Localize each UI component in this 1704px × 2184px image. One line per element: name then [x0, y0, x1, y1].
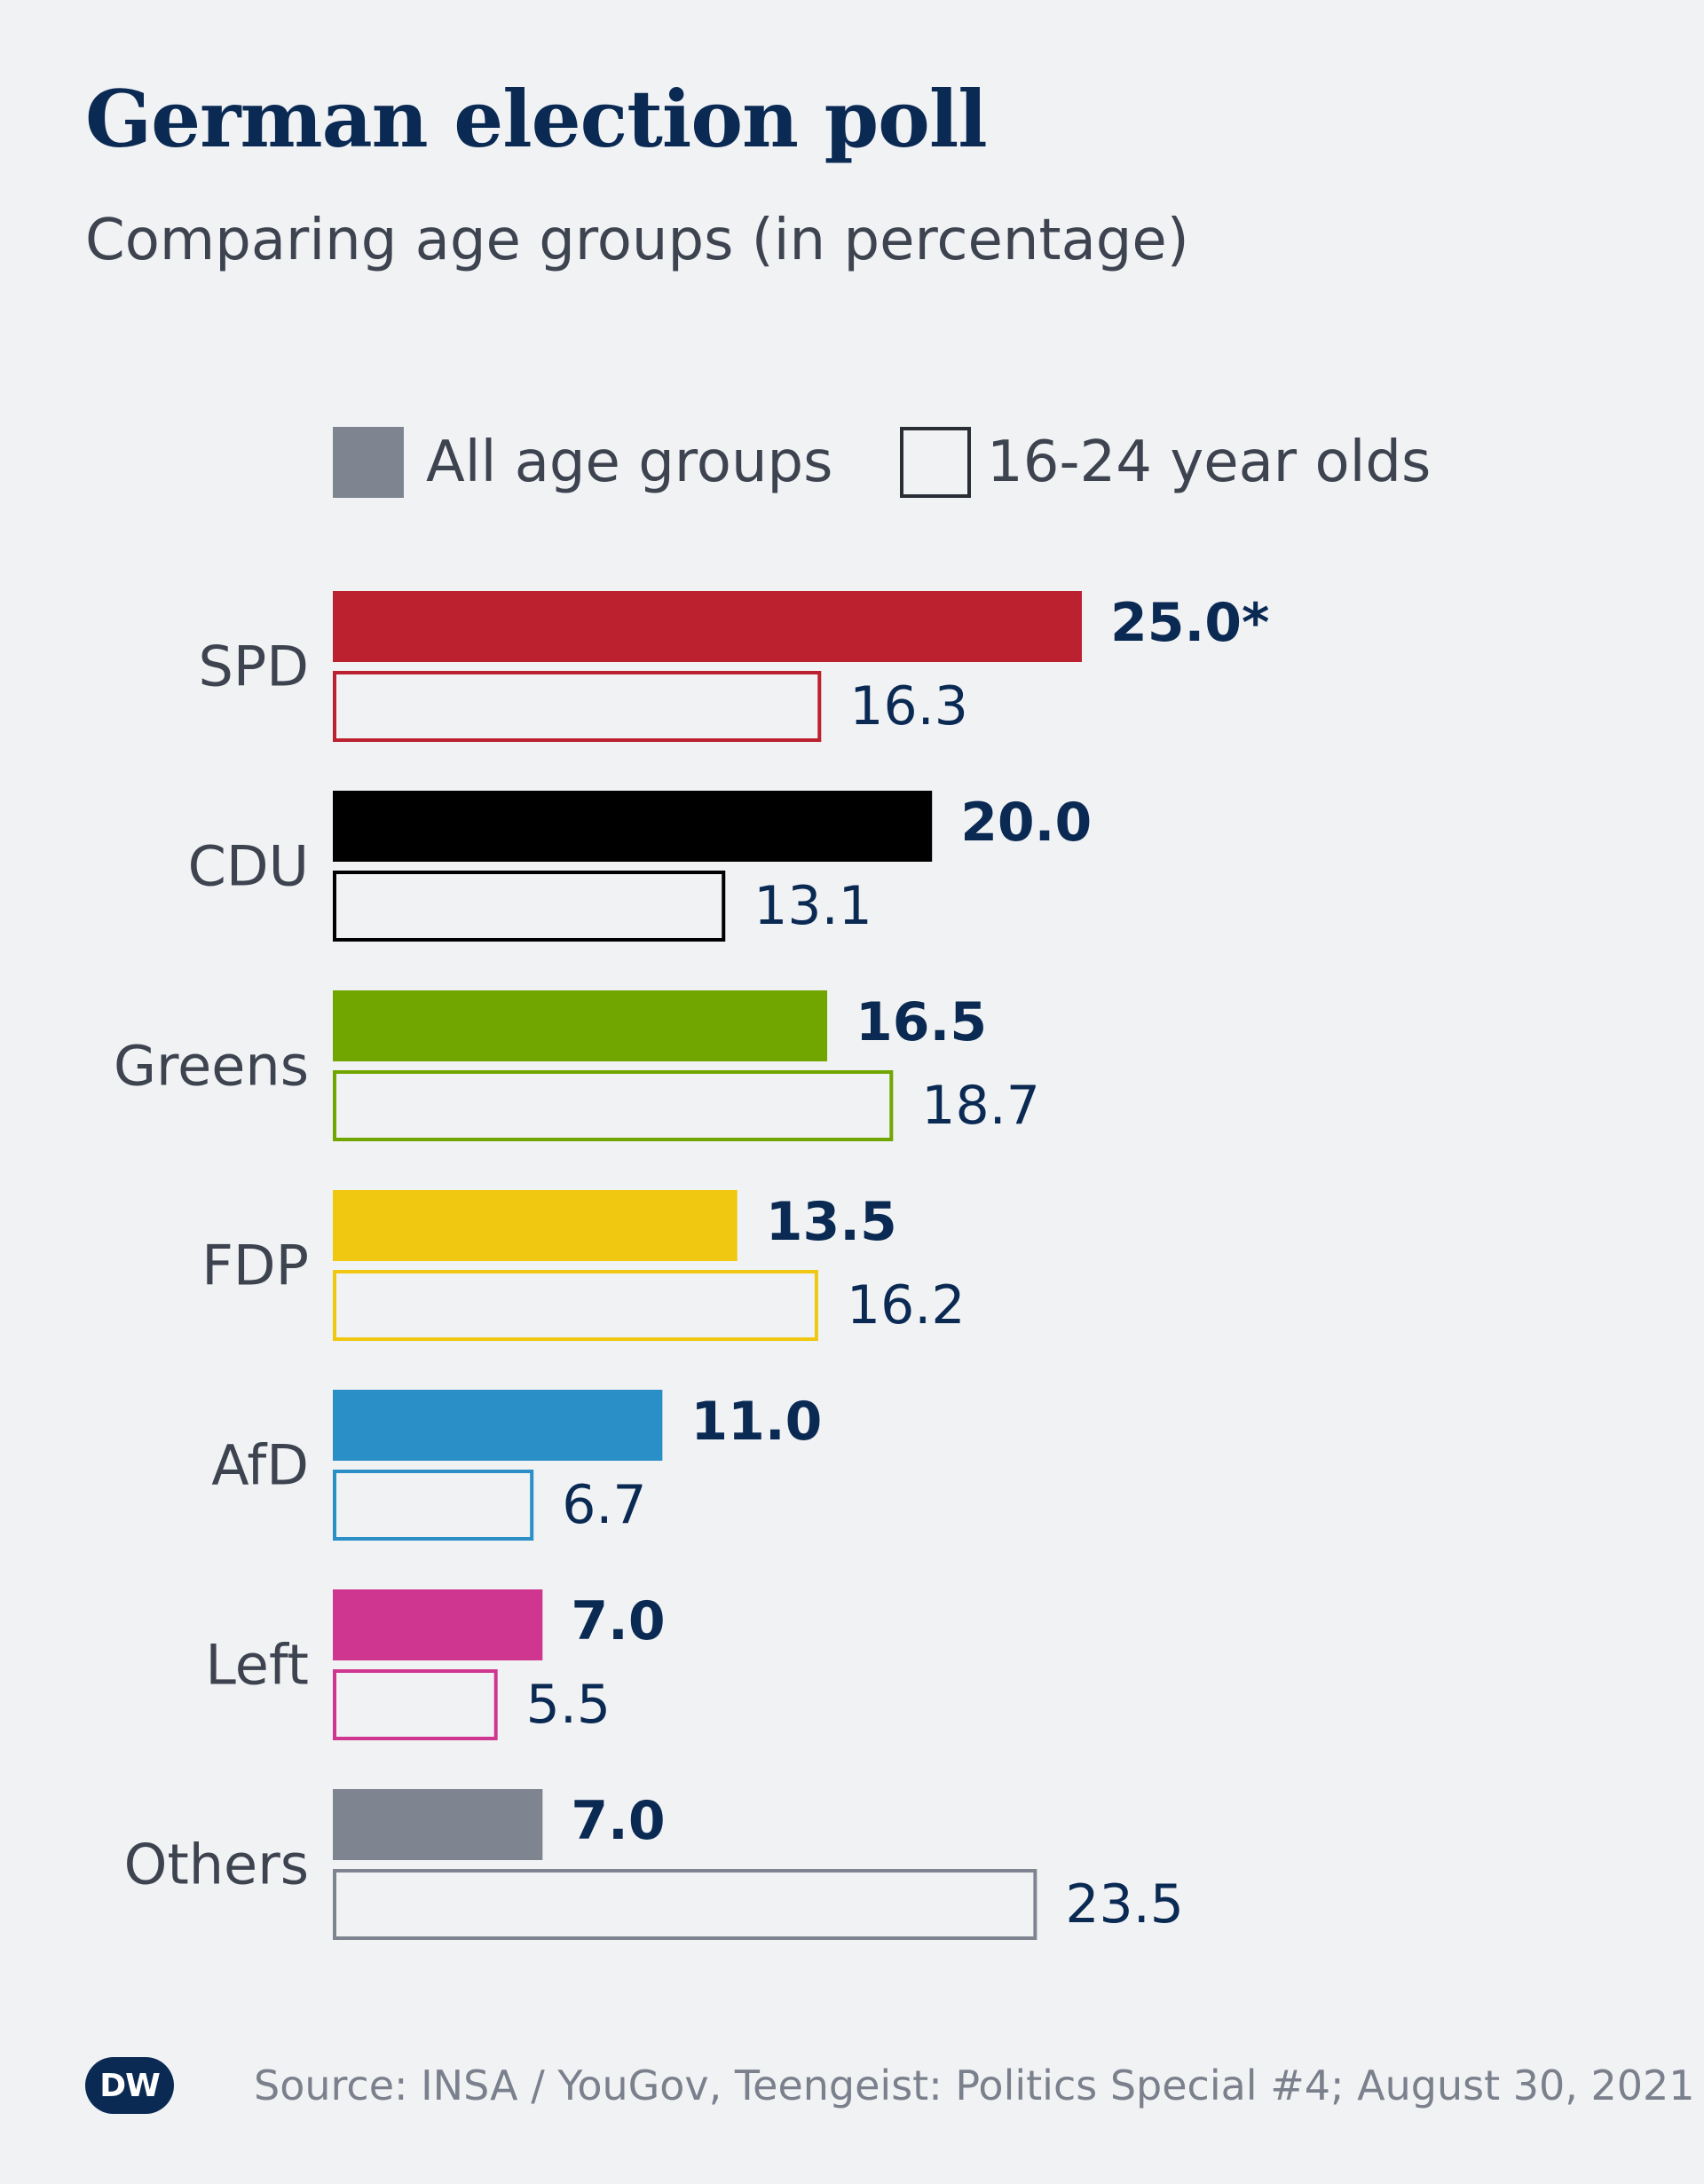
value-label-16-24-afd: 6.7	[562, 1474, 646, 1536]
bar-all-age-groups-spd	[333, 591, 1082, 662]
value-label-16-24-spd: 16.3	[849, 675, 968, 737]
value-label-all-age-groups-fdp: 13.5	[766, 1191, 897, 1253]
category-label-afd: AfD	[211, 1433, 309, 1498]
category-label-greens: Greens	[114, 1034, 309, 1099]
legend-label-all-age-groups: All age groups	[426, 430, 832, 495]
chart-subtitle: Comparing age groups (in percentage)	[85, 208, 1189, 273]
bar-all-age-groups-fdp	[333, 1190, 738, 1261]
value-label-all-age-groups-others: 7.0	[571, 1790, 665, 1852]
value-label-all-age-groups-greens: 16.5	[856, 991, 987, 1053]
value-label-16-24-fdp: 16.2	[847, 1274, 966, 1336]
category-label-left: Left	[205, 1633, 309, 1698]
value-label-all-age-groups-spd: 25.0*	[1110, 592, 1269, 654]
bar-all-age-groups-left	[333, 1589, 543, 1660]
bar-chart: All age groups 16-24 year olds SPD 25.0* 16.…	[114, 427, 1431, 1940]
footer: DW Source: INSA / YouGov, Teengeist: Pol…	[85, 2050, 1695, 2121]
bar-16-24-others	[333, 1869, 1037, 1940]
bar-all-age-groups-afd	[333, 1390, 663, 1461]
dw-logo: DW	[85, 2057, 174, 2114]
category-label-others: Others	[124, 1833, 309, 1897]
bar-16-24-afd	[333, 1470, 534, 1541]
legend-swatch-all-age-groups	[333, 427, 404, 498]
value-label-all-age-groups-afd: 11.0	[690, 1391, 822, 1453]
category-label-spd: SPD	[199, 635, 309, 699]
value-label-16-24-greens: 18.7	[921, 1075, 1040, 1137]
bar-all-age-groups-others	[333, 1789, 543, 1860]
bar-16-24-fdp	[333, 1270, 818, 1341]
category-label-cdu: CDU	[188, 834, 309, 899]
category-label-fdp: FDP	[201, 1234, 309, 1298]
bar-all-age-groups-cdu	[333, 791, 933, 862]
legend-label-16-24: 16-24 year olds	[987, 430, 1431, 495]
value-label-16-24-others: 23.5	[1065, 1873, 1184, 1936]
bar-16-24-spd	[333, 671, 822, 742]
bar-16-24-greens	[333, 1070, 894, 1141]
value-label-16-24-left: 5.5	[526, 1674, 611, 1736]
bar-all-age-groups-greens	[333, 990, 828, 1061]
bar-16-24-left	[333, 1669, 498, 1740]
chart-title: German election poll	[85, 73, 988, 165]
bar-16-24-cdu	[333, 871, 726, 942]
value-label-16-24-cdu: 13.1	[753, 875, 872, 937]
value-label-all-age-groups-cdu: 20.0	[960, 792, 1092, 854]
value-label-all-age-groups-left: 7.0	[571, 1590, 665, 1652]
source-note: Source: INSA / YouGov, Teengeist: Politi…	[254, 2062, 1695, 2109]
legend-swatch-16-24	[900, 427, 971, 498]
